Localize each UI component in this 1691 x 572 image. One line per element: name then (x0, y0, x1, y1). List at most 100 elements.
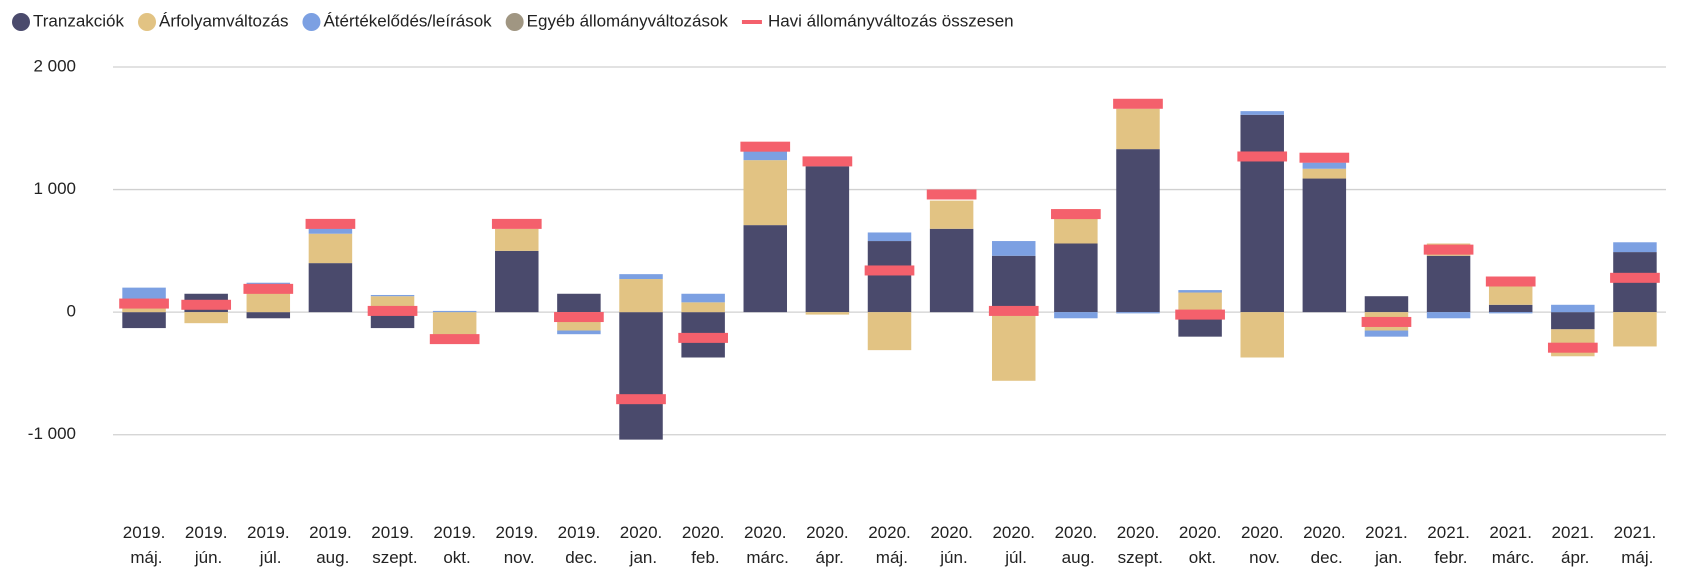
x-tick-label-line: 2019. (309, 523, 352, 542)
total-marker (429, 334, 480, 345)
x-tick-label: 2020. aug. (1055, 523, 1098, 567)
bar-segment (122, 312, 166, 329)
x-tick-label: 2021. máj. (1614, 523, 1657, 567)
x-tick-label: 2020. márc. (742, 523, 789, 567)
total-marker (1299, 152, 1350, 163)
total-marker (1113, 98, 1163, 109)
total-marker (305, 218, 356, 229)
total-marker (864, 265, 915, 276)
total-marker (1361, 316, 1412, 327)
bar-segment (1551, 312, 1595, 330)
x-tick-label-line: 2020. (1303, 523, 1346, 542)
x-tick-label: 2020. feb. (682, 523, 725, 567)
legend-swatch (12, 13, 30, 31)
bar-segment (308, 233, 353, 264)
bar-segment (867, 241, 912, 313)
x-tick-label: 2020. szept. (1113, 523, 1163, 567)
total-marker (1485, 276, 1536, 287)
bar-segment (805, 166, 850, 313)
bar-segment (1054, 312, 1098, 319)
total-marker (1423, 244, 1474, 255)
bar-segment (1364, 330, 1409, 337)
total-marker (740, 141, 791, 152)
legend-label: Egyéb állományváltozások (527, 11, 729, 30)
x-tick-label: 2021. febr. (1427, 523, 1470, 567)
x-tick-label: 2020. júl. (992, 523, 1035, 567)
x-tick-label-line: 2021. (1552, 523, 1595, 542)
bar-segment (929, 200, 974, 229)
bar-segment (1240, 114, 1284, 313)
total-marker (616, 394, 666, 405)
x-tick-label-line: szept. (367, 548, 417, 567)
x-tick-label-line: dec. (560, 548, 597, 567)
x-tick-label-line: szept. (1113, 548, 1163, 567)
x-tick-label-line: 2020. (868, 523, 911, 542)
bar-segment (681, 293, 725, 303)
x-tick-label-line: 2020. (930, 523, 973, 542)
bar-segment (432, 310, 477, 313)
bar-segment (619, 279, 663, 313)
x-tick-label-line: 2020. (1179, 523, 1222, 542)
bar-segment (619, 312, 663, 440)
x-tick-label-line: 2019. (185, 523, 228, 542)
bar-segment (1364, 296, 1409, 313)
total-marker (243, 283, 294, 294)
bar-segment (495, 228, 539, 251)
bar-segment (495, 250, 539, 313)
bar-segment (557, 330, 601, 335)
x-tick-label-line: márc. (1487, 548, 1534, 567)
x-tick-label-line: aug. (1057, 548, 1095, 567)
x-tick-label-line: 2019. (247, 523, 290, 542)
bar-segment (1488, 304, 1533, 313)
bar-segment (867, 312, 912, 351)
y-tick-label: 1 000 (33, 179, 76, 198)
legend-label: Tranzakciók (33, 11, 125, 30)
x-tick-label-line: nov. (1244, 548, 1280, 567)
bar-segment (743, 160, 788, 226)
x-tick-label: 2019. okt. (433, 523, 476, 567)
y-tick-label: 0 (67, 302, 76, 321)
bar-segment (184, 312, 228, 324)
x-tick-label-line: 2021. (1365, 523, 1408, 542)
bar-segment (1488, 312, 1533, 314)
bar-segment (1426, 312, 1471, 319)
bar-segment (991, 255, 1036, 313)
bar-segment (1054, 243, 1098, 313)
total-marker (1175, 309, 1225, 320)
bar-segment (1116, 149, 1160, 313)
total-marker (802, 156, 853, 167)
bar-segment (1613, 312, 1657, 347)
x-tick-label-line: 2021. (1427, 523, 1470, 542)
x-tick-label-line: 2020. (1055, 523, 1098, 542)
x-tick-label: 2019. aug. (309, 523, 352, 567)
x-tick-label-line: 2020. (620, 523, 663, 542)
x-tick-label-line: 2019. (371, 523, 414, 542)
bar-segment (308, 226, 353, 234)
x-tick-label: 2019. júl. (247, 523, 290, 567)
x-tick-label: 2020. jún. (930, 523, 973, 567)
x-tick-label-line: 2019. (496, 523, 539, 542)
x-tick-label: 2021. márc. (1487, 523, 1534, 567)
x-tick-label: 2019. nov. (496, 523, 539, 567)
bar-segment (991, 241, 1036, 256)
bar-segment (1302, 162, 1347, 169)
total-marker (1610, 272, 1660, 283)
x-tick-label-line: febr. (1430, 548, 1468, 567)
bar-segment (432, 312, 477, 337)
bar-segment (1178, 290, 1222, 293)
x-tick-label-line: júl. (255, 548, 281, 567)
x-tick-label-line: 2020. (744, 523, 787, 542)
total-marker (554, 312, 604, 323)
total-marker (491, 218, 542, 229)
x-tick-label-line: 2020. (806, 523, 849, 542)
x-tick-label: 2019. máj. (123, 523, 166, 567)
bar-segment (1116, 312, 1160, 314)
total-marker (119, 298, 169, 309)
x-tick-label: 2021. ápr. (1552, 523, 1595, 567)
total-marker (1237, 151, 1288, 162)
bar-segment (1178, 292, 1222, 313)
x-tick-label: 2019. dec. (558, 523, 601, 567)
x-tick-label-line: 2019. (433, 523, 476, 542)
bar-segment (246, 312, 291, 319)
bar-segment (867, 232, 912, 242)
